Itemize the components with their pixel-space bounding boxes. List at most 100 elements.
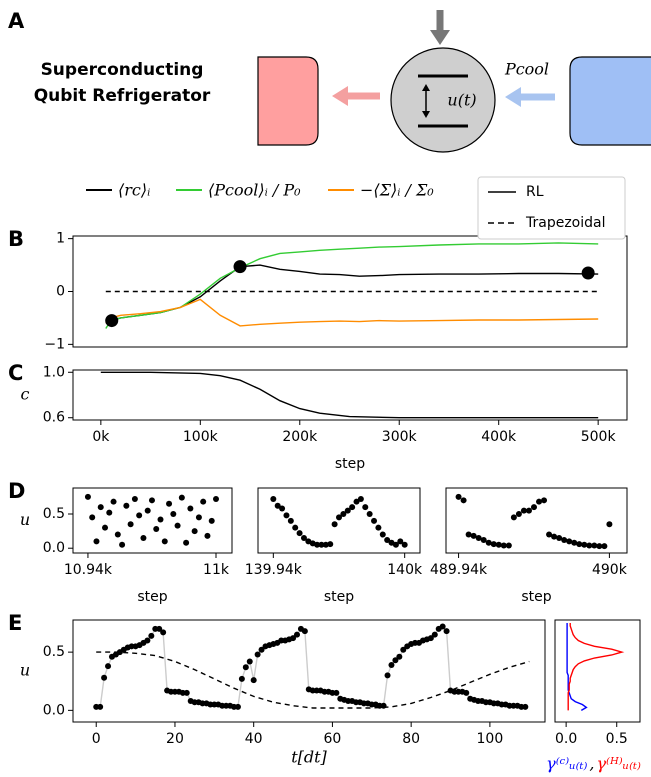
heat-arrow-head bbox=[332, 86, 348, 106]
x-axis-label-part: γ⁽ᴴ⁾ᵤ₍ₜ₎ bbox=[596, 754, 640, 773]
legend-label: ⟨rc⟩ᵢ bbox=[118, 181, 150, 200]
x-tick-label: 100 bbox=[477, 731, 504, 747]
point bbox=[123, 502, 130, 509]
series-line bbox=[96, 625, 526, 708]
x-tick-label: 139.94k bbox=[245, 562, 303, 578]
point bbox=[379, 531, 386, 538]
point bbox=[119, 541, 126, 548]
x-tick-label: 200k bbox=[282, 429, 318, 445]
qubit bbox=[390, 47, 496, 153]
x-tick-label: 60 bbox=[324, 731, 342, 747]
plot-frame bbox=[445, 487, 628, 554]
point bbox=[153, 526, 160, 533]
point bbox=[200, 498, 207, 505]
point bbox=[566, 538, 573, 545]
y-tick-label: 1.0 bbox=[43, 364, 65, 380]
series-line bbox=[567, 623, 625, 711]
y-tick-label: −1 bbox=[44, 336, 65, 352]
point bbox=[234, 703, 241, 710]
point bbox=[131, 495, 138, 502]
point bbox=[427, 635, 434, 642]
point bbox=[480, 537, 487, 543]
point bbox=[102, 524, 109, 531]
point bbox=[401, 541, 408, 548]
x-axis-label: step bbox=[521, 589, 551, 605]
point bbox=[170, 511, 177, 517]
legend-label: −⟨Σ⟩ᵢ / Σ₀ bbox=[360, 181, 434, 200]
point bbox=[556, 534, 563, 541]
x-tick-label: 0.5 bbox=[606, 731, 628, 747]
point bbox=[551, 533, 558, 540]
point bbox=[520, 507, 527, 514]
x-tick-label: 11k bbox=[203, 562, 230, 578]
x-axis-label: t[dt] bbox=[291, 748, 327, 767]
panel-label: D bbox=[8, 479, 25, 503]
x-tick-label: 489.94k bbox=[430, 562, 488, 578]
diagram-title: Superconducting bbox=[41, 60, 204, 80]
point bbox=[470, 532, 477, 539]
point bbox=[606, 521, 613, 528]
point bbox=[331, 521, 338, 528]
cool-arrow-head bbox=[505, 87, 521, 107]
hot-bath bbox=[257, 56, 319, 146]
legend-label: ⟨Pcool⟩ᵢ / P₀ bbox=[208, 181, 301, 200]
point bbox=[362, 504, 369, 511]
panel-label: C bbox=[8, 361, 23, 385]
point bbox=[344, 507, 351, 514]
gap-arrow-head bbox=[422, 84, 430, 91]
point bbox=[161, 538, 168, 545]
point bbox=[270, 495, 277, 502]
point bbox=[465, 531, 472, 538]
point bbox=[318, 541, 325, 548]
point bbox=[127, 521, 134, 528]
point bbox=[463, 689, 470, 696]
point bbox=[392, 657, 399, 664]
point bbox=[375, 524, 382, 531]
point bbox=[84, 493, 91, 500]
point bbox=[156, 625, 163, 632]
point bbox=[431, 631, 438, 638]
plot-frame bbox=[257, 487, 421, 554]
point bbox=[144, 637, 151, 644]
point bbox=[460, 497, 467, 504]
y-tick-label: 0.5 bbox=[43, 644, 65, 660]
point bbox=[530, 504, 537, 511]
y-axis-label: u bbox=[20, 661, 30, 680]
x-tick-label: 490k bbox=[592, 562, 628, 578]
point bbox=[357, 495, 364, 502]
point bbox=[455, 493, 462, 500]
point bbox=[384, 672, 391, 679]
panel-label: A bbox=[8, 9, 25, 33]
point bbox=[97, 703, 104, 710]
point bbox=[522, 703, 529, 710]
x-tick-label: 40 bbox=[245, 731, 263, 747]
power-label: Pcool bbox=[504, 60, 549, 79]
point bbox=[366, 511, 373, 517]
point bbox=[258, 646, 265, 653]
point bbox=[89, 514, 96, 521]
point bbox=[571, 539, 578, 546]
y-tick-label: 0.0 bbox=[43, 702, 65, 718]
point bbox=[561, 537, 568, 543]
point bbox=[140, 534, 147, 541]
point bbox=[336, 514, 342, 521]
point bbox=[388, 661, 395, 668]
x-tick-label: 80 bbox=[402, 731, 420, 747]
point bbox=[601, 543, 608, 550]
point bbox=[300, 534, 307, 541]
point bbox=[174, 522, 181, 529]
point bbox=[204, 532, 211, 539]
point bbox=[160, 629, 167, 636]
point bbox=[195, 514, 202, 521]
point bbox=[576, 541, 583, 548]
point bbox=[541, 497, 548, 504]
drive-arrow-head bbox=[430, 30, 450, 45]
point bbox=[396, 653, 403, 660]
point bbox=[596, 543, 603, 550]
point bbox=[166, 500, 173, 507]
point bbox=[183, 689, 190, 696]
point bbox=[212, 495, 219, 502]
point bbox=[114, 531, 121, 538]
point bbox=[515, 511, 522, 517]
